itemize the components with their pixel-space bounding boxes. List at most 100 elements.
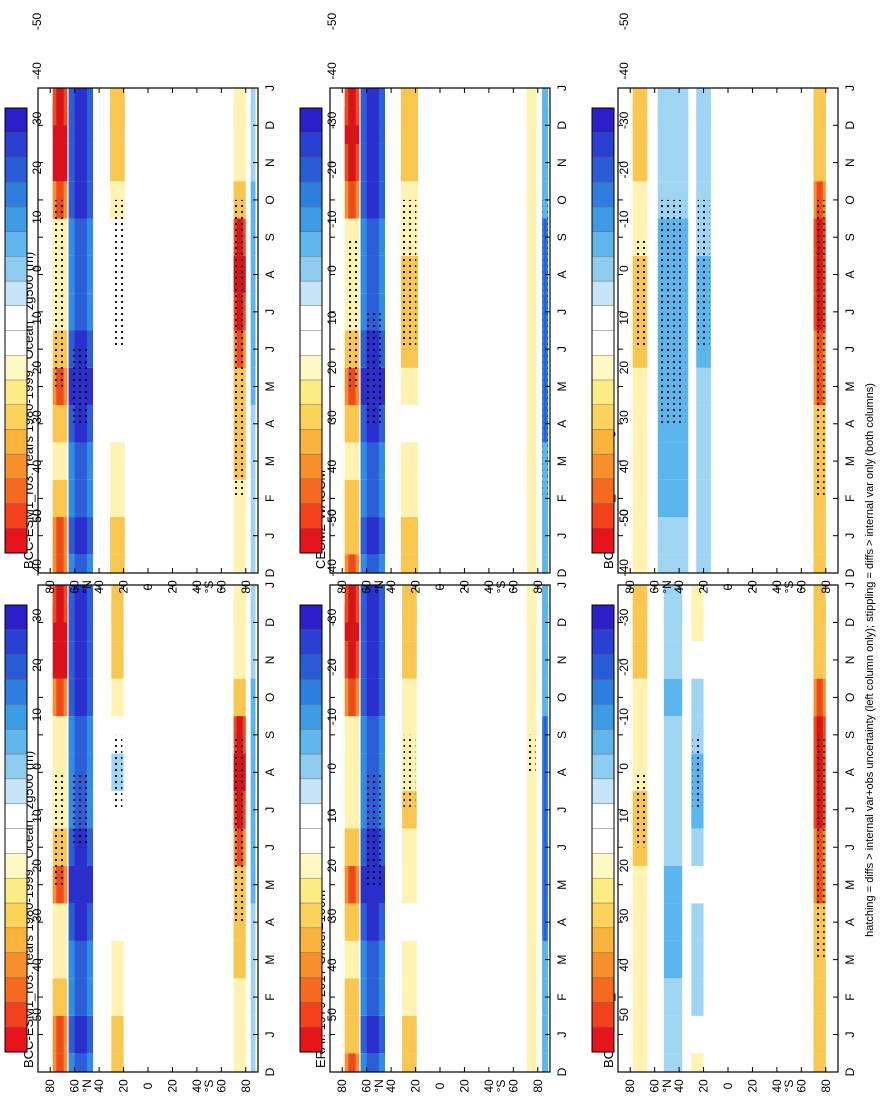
- band-cell: [657, 88, 689, 126]
- x-tick-label: J: [843, 844, 857, 850]
- x-tick-label: M: [843, 880, 857, 890]
- band-cell: [402, 865, 417, 904]
- band-cell: [402, 828, 417, 866]
- band-cell: [344, 716, 360, 754]
- stippling: [527, 734, 536, 773]
- colorbar-label: -30: [30, 608, 44, 626]
- band-cell: [632, 978, 648, 1016]
- band-cell: [526, 405, 537, 443]
- colorbar-label: -50: [617, 509, 631, 527]
- colorbar-swatch: [591, 952, 615, 978]
- band-cell: [233, 940, 246, 979]
- colorbar-label: 30: [617, 908, 631, 922]
- band-cell: [526, 479, 537, 518]
- band-cell: [111, 1015, 124, 1054]
- x-tick-label: A: [843, 918, 857, 926]
- y-tick-label: 80: [531, 1079, 545, 1093]
- band-cell: [691, 903, 704, 941]
- colorbar-swatch: [4, 977, 28, 1003]
- colorbar-2: 50 40 30 20 10 0 -10 -20 -30 -40 -50: [4, 12, 44, 554]
- band-cell: [813, 978, 826, 1016]
- band-cell: [526, 791, 537, 829]
- x-tick-label: J: [263, 346, 277, 352]
- lat-band-2: [657, 88, 689, 573]
- colorbar-label: -30: [617, 608, 631, 626]
- y-tick-label: 0: [141, 583, 155, 590]
- x-tick-label: O: [263, 693, 277, 702]
- band-core: [74, 1053, 87, 1072]
- x-tick-label: S: [555, 233, 569, 241]
- x-tick-label: A: [263, 918, 277, 926]
- band-cell: [663, 791, 683, 829]
- colorbar-swatch: [591, 478, 615, 504]
- band-cell: [400, 442, 418, 480]
- colorbar-5: 50 40 30 20 10 0 -10 -20 -30 -40 -50: [591, 509, 631, 1053]
- x-tick-label: J: [263, 807, 277, 813]
- colorbar-label: 30: [325, 908, 339, 922]
- band-cell: [344, 405, 360, 443]
- colorbar-swatch: [591, 181, 615, 208]
- colorbar-label: -10: [617, 210, 631, 228]
- colorbar-swatch: [299, 728, 323, 755]
- lat-band-4: [233, 88, 246, 573]
- stippling: [234, 734, 245, 923]
- band-cell: [526, 828, 537, 866]
- band-cell: [233, 1015, 246, 1054]
- colorbar-swatch: [591, 728, 615, 755]
- lat-band-2: [663, 585, 683, 1072]
- band-cell: [813, 88, 826, 126]
- band-cell: [344, 978, 360, 1016]
- colorbar-swatch: [591, 927, 615, 953]
- colorbar-label: 10: [30, 809, 44, 823]
- band-cell: [663, 1053, 683, 1072]
- band-cell: [696, 143, 711, 182]
- band-core: [366, 88, 379, 126]
- y-tick-label: 60: [506, 580, 520, 594]
- band-core: [348, 641, 356, 679]
- band-cell: [657, 143, 689, 182]
- colorbar-label: 30: [30, 410, 44, 424]
- band-cell: [111, 585, 124, 623]
- y-tick-label: 20: [697, 1079, 711, 1093]
- y-tick-label: 60: [68, 1079, 82, 1093]
- band-cell: [526, 330, 537, 368]
- y-tick-label: 80: [819, 580, 833, 594]
- stippling: [363, 772, 383, 885]
- colorbar-label: 0: [325, 763, 339, 770]
- colorbar-label: 0: [30, 265, 44, 272]
- colorbar-swatch: [591, 528, 615, 554]
- band-core: [56, 517, 64, 555]
- colorbar-swatch: [4, 231, 28, 257]
- band-cell: [526, 678, 537, 717]
- colorbar-swatch: [4, 503, 28, 529]
- y-tick-label: 60: [794, 1079, 808, 1093]
- colorbar-swatch: [591, 902, 615, 929]
- x-tick-label: O: [263, 195, 277, 204]
- band-cell: [402, 978, 417, 1016]
- colorbar-swatch: [591, 877, 615, 904]
- band-cell: [344, 1015, 360, 1054]
- colorbar-label: 50: [617, 509, 631, 523]
- x-tick-label: N: [555, 656, 569, 665]
- y-tick-label: 20: [117, 580, 131, 594]
- band-core: [74, 641, 87, 679]
- band-core: [74, 181, 87, 219]
- colorbar-label: 10: [325, 311, 339, 325]
- band-cell: [111, 978, 124, 1016]
- stippling: [54, 772, 66, 885]
- hemisphere-label: °S: [494, 1080, 508, 1093]
- x-tick-label: D: [843, 121, 857, 130]
- stippling: [71, 349, 91, 424]
- band-core: [74, 554, 87, 573]
- x-tick-label: F: [843, 495, 857, 502]
- colorbar-4: 50 40 30 20 10 0 -10 -20 -30 -40 -50: [299, 12, 339, 554]
- band-cell: [657, 554, 689, 573]
- lat-band-4: [813, 585, 826, 1072]
- colorbar-label: -40: [617, 559, 631, 577]
- colorbar-label: -40: [30, 559, 44, 577]
- stippling: [692, 734, 703, 810]
- band-cell: [402, 1053, 417, 1072]
- colorbar-swatch: [299, 478, 323, 504]
- colorbar-swatch: [4, 778, 28, 804]
- band-core: [366, 143, 379, 182]
